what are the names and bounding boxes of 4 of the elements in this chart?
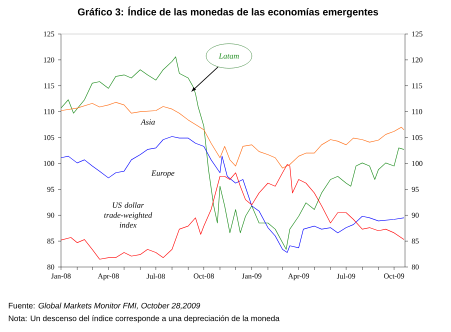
line-series bbox=[61, 102, 404, 168]
chart-title: Gráfico 3: Índice de las monedas de las economías emergentes bbox=[78, 6, 378, 18]
line-series bbox=[61, 136, 404, 253]
line-series bbox=[61, 164, 404, 260]
